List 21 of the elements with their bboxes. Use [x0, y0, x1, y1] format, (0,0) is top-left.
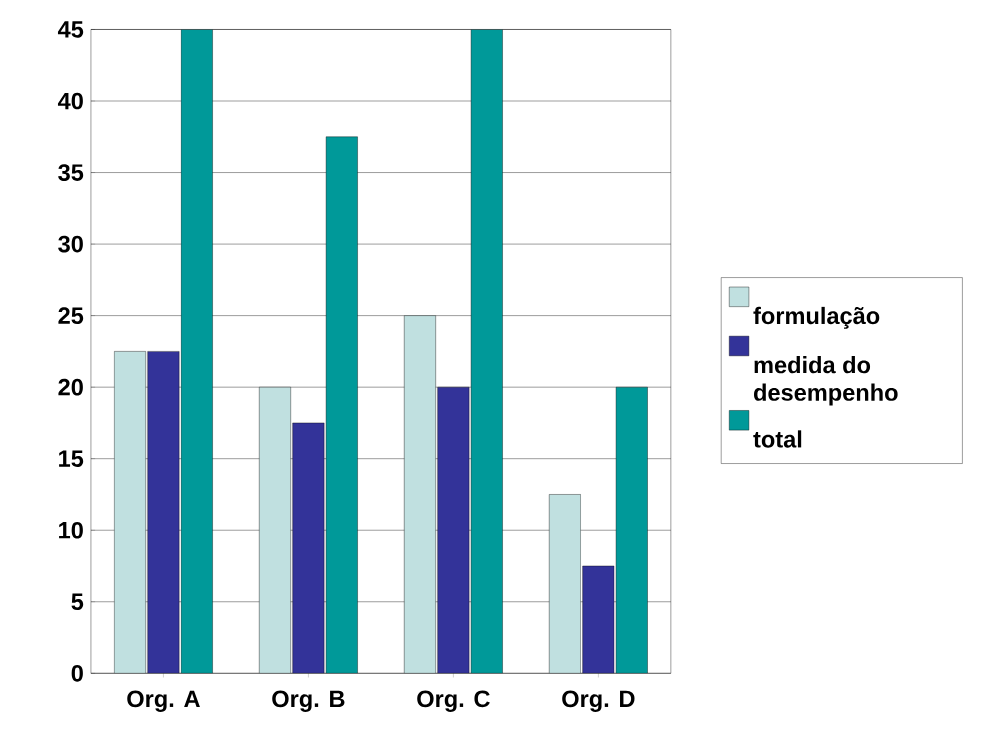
y-tick-label: 20 — [58, 378, 83, 396]
x-tick-label: Org. D — [562, 690, 635, 712]
x-tick-label: Org. C — [417, 690, 490, 712]
x-tick-label: Org. B — [272, 690, 345, 712]
y-tick-label: 5 — [71, 593, 84, 610]
x-tick-label: Org. A — [127, 690, 200, 712]
bar — [292, 422, 325, 674]
y-tick-label: 30 — [58, 235, 83, 253]
legend-label: total — [753, 430, 802, 448]
bar — [437, 386, 470, 674]
y-tick-label: 10 — [59, 521, 83, 539]
y-tick-label: 0 — [71, 664, 83, 682]
y-tick-label: 25 — [58, 307, 84, 324]
y-tick-label: 40 — [57, 92, 83, 110]
bar — [147, 351, 180, 674]
legend-label: formulação — [753, 306, 880, 329]
y-tick-label: 15 — [59, 450, 84, 467]
y-tick-label: 45 — [57, 21, 84, 38]
bar — [582, 565, 615, 674]
y-tick-label: 35 — [58, 164, 84, 181]
legend-label: medida do desempenho — [754, 355, 898, 406]
